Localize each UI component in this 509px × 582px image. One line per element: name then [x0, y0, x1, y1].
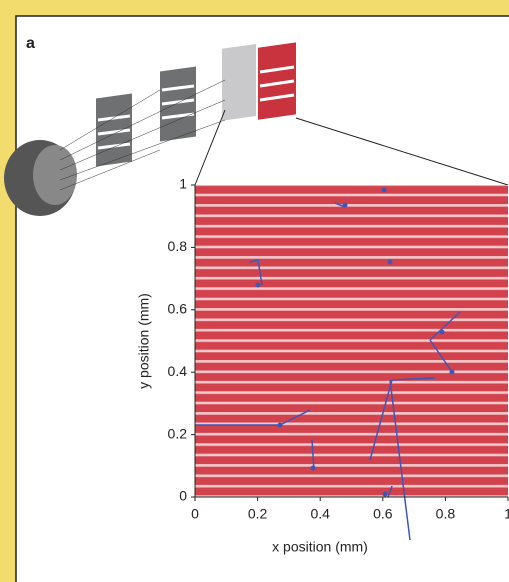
track	[389, 379, 411, 541]
panel-label: a	[26, 35, 35, 52]
apparatus	[4, 42, 509, 216]
x-axis-label: x position (mm)	[272, 539, 368, 555]
x-tick-label: 0.6	[373, 506, 393, 522]
y-tick-label: 0.8	[168, 238, 188, 254]
y-tick-label: 0.2	[168, 425, 188, 441]
track-end	[277, 422, 283, 428]
track-end	[439, 329, 445, 335]
image	[195, 185, 508, 497]
track	[429, 311, 461, 341]
x-tick-label: 0.4	[310, 506, 330, 522]
track-end	[255, 282, 261, 288]
track	[249, 259, 259, 263]
track	[429, 339, 453, 373]
track-end	[310, 465, 316, 471]
x-tick-label: 0.2	[248, 506, 268, 522]
track	[387, 485, 393, 498]
x-tick-label: 0.8	[436, 506, 456, 522]
track	[311, 439, 315, 471]
y-tick-label: 0.4	[168, 363, 188, 379]
y-tick-label: 0	[179, 488, 187, 504]
track-end	[381, 187, 387, 193]
track-end	[449, 369, 455, 375]
track	[369, 377, 436, 461]
x-tick-label: 0	[191, 506, 199, 522]
y-tick-label: 0.6	[168, 301, 188, 317]
y-tick-label: 1	[179, 176, 187, 192]
track-end	[382, 491, 388, 497]
track-end	[387, 259, 393, 265]
x-tick-label: 1	[504, 506, 509, 522]
y-axis-label: y position (mm)	[136, 293, 152, 389]
track	[257, 259, 263, 286]
track-end	[342, 202, 348, 208]
